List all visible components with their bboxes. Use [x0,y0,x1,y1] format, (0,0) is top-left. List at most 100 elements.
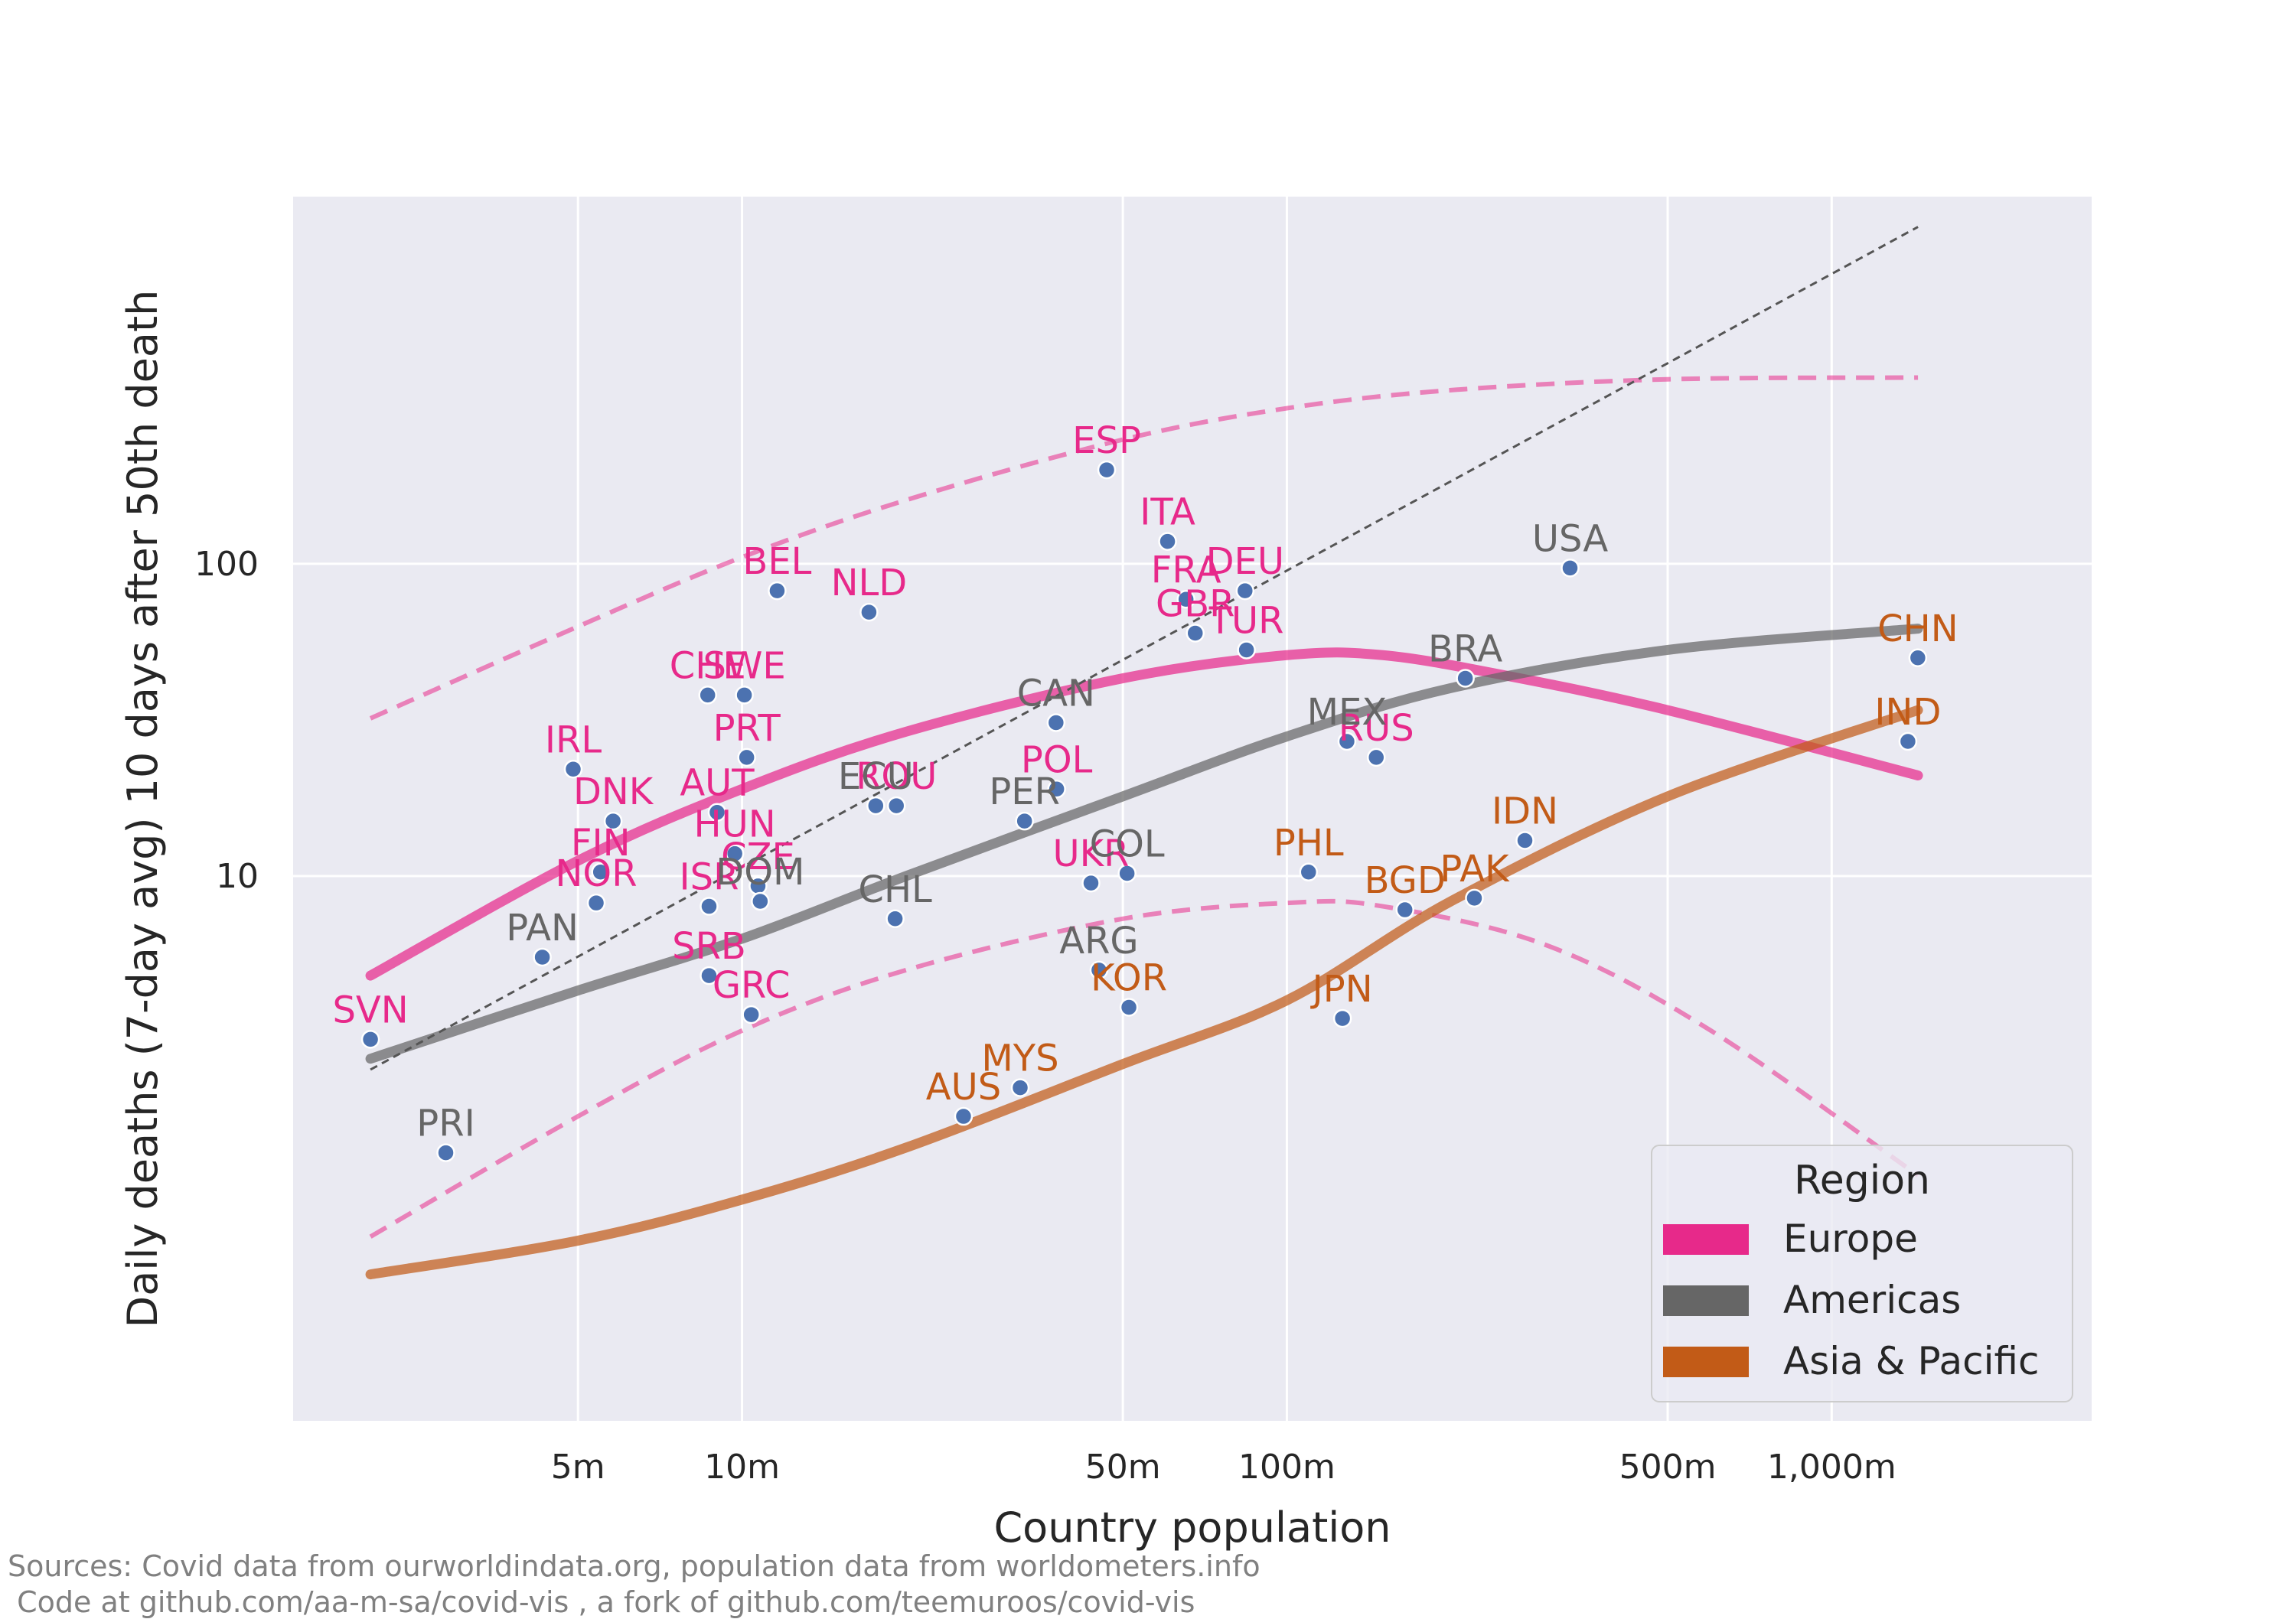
point-label-nld: NLD [831,562,908,604]
point-label-phl: PHL [1274,822,1344,865]
footer-code: Code at github.com/aa-m-sa/covid-vis , a… [8,1585,1195,1619]
point-label-ukr: UKR [1053,832,1130,875]
legend-box [1651,1145,2073,1402]
point-label-dnk: DNK [573,770,654,813]
point-label-bel: BEL [742,540,811,583]
point-label-grc: GRC [713,964,791,1007]
point-label-ecu: ECU [838,755,914,798]
fit-curve-europe-dashed-1 [369,375,1919,721]
x-tick-label: 50m [1085,1448,1161,1487]
point-dnk [603,811,623,831]
legend-swatch-europe [1663,1224,1749,1255]
point-nor [586,893,606,913]
point-prt [737,748,756,767]
point-fra [1176,590,1195,609]
point-kor [1119,998,1139,1017]
legend-title: Region [1794,1158,1930,1204]
point-label-usa: USA [1532,517,1608,560]
point-label-per: PER [989,770,1060,813]
fit-curve-asia-pacific-solid-4 [365,705,1923,1280]
x-tick-label: 10m [704,1448,780,1487]
point-hun [725,844,745,863]
point-label-pol: POL [1021,738,1093,781]
point-mys [1010,1078,1030,1097]
point-tur [1237,640,1256,660]
legend: Region Europe Americas Asia & Pacific [1651,1145,2073,1402]
point-ukr [1081,873,1101,893]
point-fin [591,862,610,882]
point-pol [1047,780,1066,799]
point-label-mys: MYS [981,1038,1058,1080]
point-label-ita: ITA [1140,491,1195,534]
legend-swatch-americas [1663,1285,1749,1316]
point-label-rou: ROU [856,755,937,798]
point-label-dom: DOM [716,851,804,894]
point-can [1046,713,1066,732]
point-rus [1366,748,1386,767]
fit-curves [365,226,1923,1280]
point-label-rus: RUS [1339,707,1414,750]
point-label-aus: AUS [926,1066,1001,1109]
point-svn [360,1030,380,1049]
point-mex [1337,731,1357,751]
footer-sources: Sources: Covid data from ourworldindata.… [8,1549,1261,1583]
point-label-swe: SWE [703,644,785,687]
point-deu [1235,581,1255,601]
point-rou [886,796,906,816]
point-label-che: CHE [670,644,746,687]
point-bel [768,581,787,601]
point-pak [1465,888,1484,908]
point-label-srb: SRB [672,925,746,968]
x-tick-label: 500m [1619,1448,1717,1487]
x-tick-label: 5m [551,1448,605,1487]
point-irl [563,760,583,779]
fit-curve-europe-solid-0 [365,647,1923,981]
point-label-aut: AUT [680,762,755,805]
point-label-cze: CZE [721,836,795,878]
point-label-gbr: GBR [1156,582,1234,625]
point-label-fra: FRA [1151,549,1221,591]
point-ecu [866,796,885,816]
point-nld [859,602,879,622]
legend-label-americas: Americas [1783,1278,1961,1322]
point-jpn [1332,1008,1352,1028]
point-aus [954,1106,974,1126]
point-label-arg: ARG [1059,920,1138,963]
y-tick-label: 100 [194,545,259,584]
point-label-idn: IDN [1492,790,1558,833]
x-axis-title: Country population [993,1503,1391,1552]
point-pri [436,1143,455,1162]
point-per [1015,811,1034,831]
point-label-bgd: BGD [1365,859,1446,902]
point-col [1117,864,1137,883]
point-label-esp: ESP [1072,419,1141,462]
point-label-prt: PRT [713,707,781,750]
point-dom [751,891,770,911]
point-label-bra: BRA [1428,628,1502,671]
fit-curve-europe-dashed-2 [369,898,1919,1239]
x-tick-label: 1,000m [1767,1448,1896,1487]
point-srb [700,966,719,985]
point-swe [735,686,754,705]
point-idn [1515,831,1534,850]
point-gbr [1186,624,1205,643]
y-tick-label: 10 [216,857,259,896]
point-label-pak: PAK [1440,848,1510,891]
point-label-kor: KOR [1091,956,1167,999]
point-label-pri: PRI [416,1103,475,1145]
point-label-svn: SVN [332,989,408,1031]
point-isr [700,897,719,916]
point-label-col: COL [1090,823,1165,866]
point-ind [1898,731,1918,751]
x-tick-label: 100m [1238,1448,1336,1487]
legend-label-europe: Europe [1783,1217,1918,1261]
point-label-jpn: JPN [1310,968,1373,1011]
point-usa [1561,559,1580,578]
point-label-tur: TUR [1208,599,1284,642]
point-label-chn: CHN [1877,608,1958,650]
point-pan [533,947,552,967]
point-label-can: CAN [1017,673,1095,715]
point-che [698,686,717,705]
point-chn [1908,648,1928,668]
